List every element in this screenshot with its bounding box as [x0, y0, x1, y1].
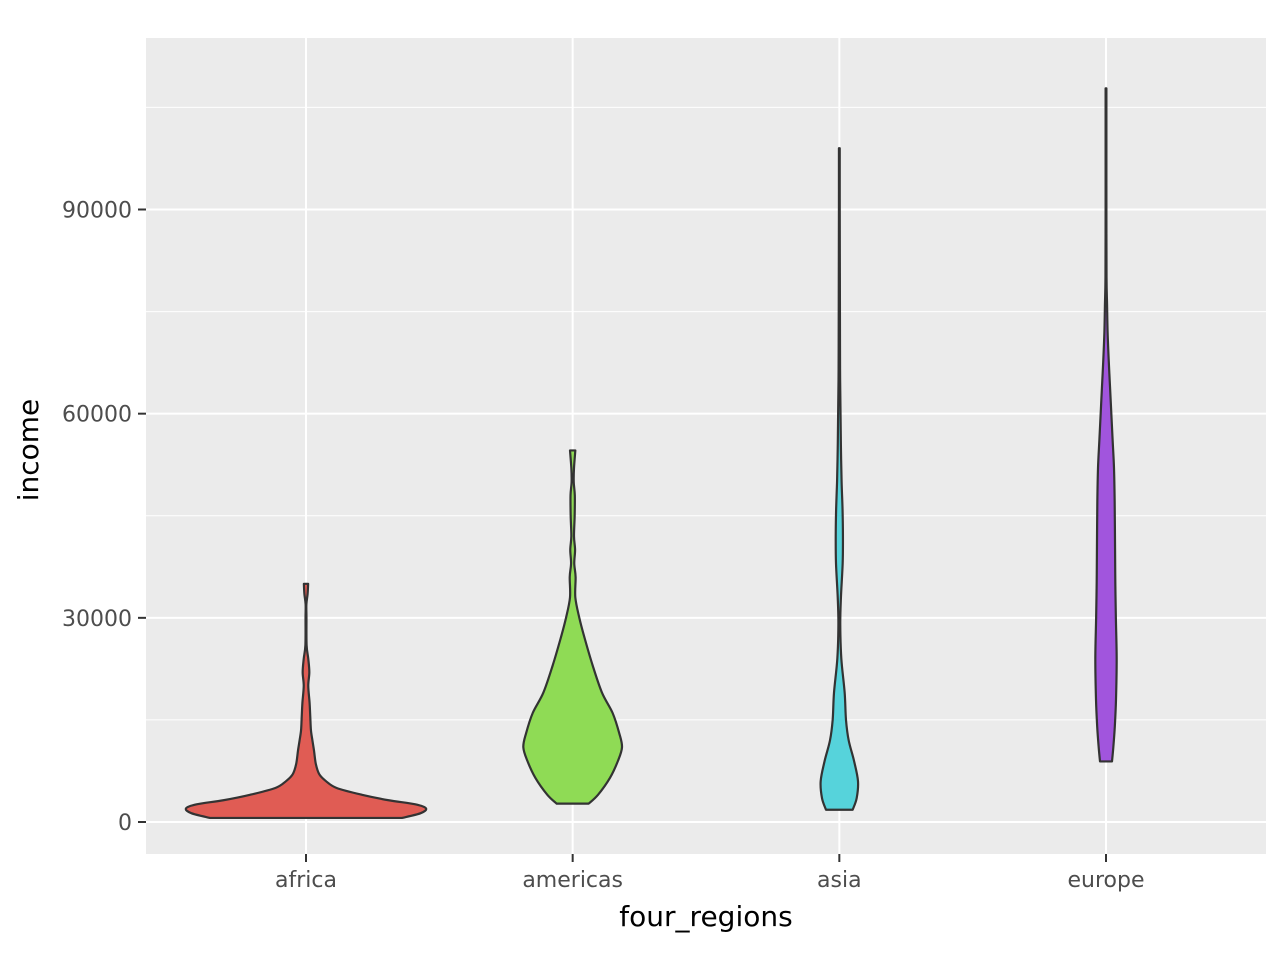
y-tick-label: 0 — [118, 811, 132, 836]
y-tick-label: 60000 — [62, 403, 132, 428]
y-tick-label: 30000 — [62, 607, 132, 632]
violin-asia — [819, 147, 860, 811]
axes: 0 30000 60000 90000 africa americas asia europe — [62, 199, 1145, 893]
y-tick-label: 90000 — [62, 199, 132, 224]
violin-africa — [184, 582, 428, 820]
x-tick-label-europe: europe — [1068, 868, 1145, 893]
plot-panel — [146, 38, 1266, 854]
x-tick-label-asia: asia — [817, 868, 862, 893]
x-tick-label-africa: africa — [275, 868, 337, 893]
y-axis-title: income — [12, 399, 45, 502]
x-axis-title: four_regions — [619, 900, 792, 933]
violin-americas — [522, 449, 624, 805]
violins — [184, 87, 1118, 820]
x-tick-label-americas: americas — [522, 868, 623, 893]
violin-europe — [1094, 87, 1118, 763]
